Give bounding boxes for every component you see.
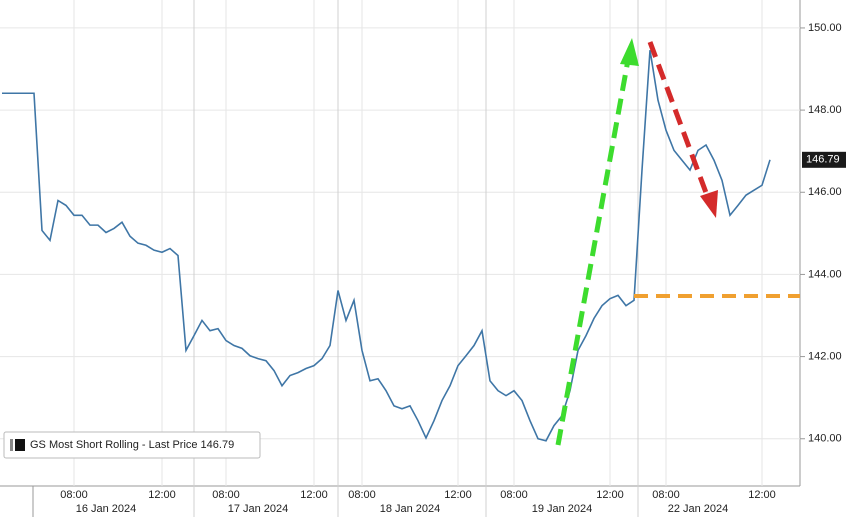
date-label: 17 Jan 2024 xyxy=(228,503,289,515)
legend-icon xyxy=(10,439,13,451)
x-tick-label: 08:00 xyxy=(500,489,528,501)
annotations xyxy=(555,38,800,446)
x-tick-label: 12:00 xyxy=(300,489,328,501)
legend-box xyxy=(3,431,261,459)
date-label: 19 Jan 2024 xyxy=(532,503,593,515)
y-tick-label: 142.00 xyxy=(808,350,842,362)
last-price-box xyxy=(802,151,846,168)
legend-icon xyxy=(15,439,25,451)
legend-label: GS Most Short Rolling - Last Price 146.7… xyxy=(30,439,234,451)
red-arrow xyxy=(647,41,711,199)
y-tick-label: 148.00 xyxy=(808,104,842,116)
x-tick-label: 08:00 xyxy=(348,489,376,501)
green-arrow xyxy=(555,59,631,446)
x-tick-label: 08:00 xyxy=(212,489,240,501)
x-tick-label: 08:00 xyxy=(60,489,88,501)
y-tick-label: 146.00 xyxy=(808,186,842,198)
x-tick-label: 08:00 xyxy=(652,489,680,501)
x-tick-label: 12:00 xyxy=(748,489,776,501)
y-tick-label: 150.00 xyxy=(808,22,842,34)
plot-area xyxy=(0,0,800,517)
x-tick-label: 12:00 xyxy=(444,489,472,501)
y-tick-label: 144.00 xyxy=(808,268,842,280)
date-label: 22 Jan 2024 xyxy=(668,503,729,515)
date-label: 16 Jan 2024 xyxy=(76,503,137,515)
legend: GS Most Short Rolling - Last Price 146.7… xyxy=(3,431,261,459)
y-tick-label: 140.00 xyxy=(808,433,842,445)
date-label: 18 Jan 2024 xyxy=(380,503,441,515)
price-line xyxy=(2,49,771,442)
last-price-label: 146.79 xyxy=(806,154,840,166)
x-tick-label: 12:00 xyxy=(148,489,176,501)
red-arrowhead xyxy=(700,190,718,218)
green-arrowhead xyxy=(620,38,639,66)
x-tick-label: 12:00 xyxy=(596,489,624,501)
